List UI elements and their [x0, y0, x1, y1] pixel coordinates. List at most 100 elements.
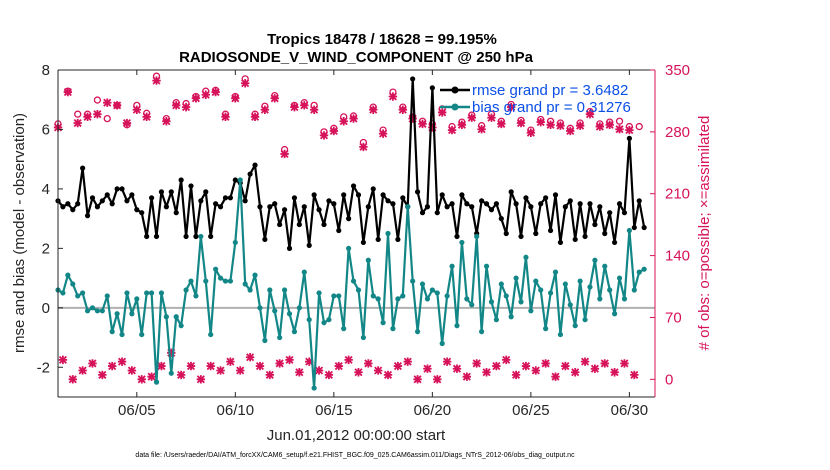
rmse-point [119, 186, 125, 192]
bias-point [267, 287, 273, 293]
y-tick-label-right: 140 [665, 248, 690, 265]
obs-assimilated-point [487, 113, 496, 122]
rmse-point [331, 201, 337, 207]
obs-possible-point [103, 114, 111, 123]
obs-assimilated-point [472, 359, 481, 368]
rmse-point [498, 216, 504, 222]
rmse-point [281, 207, 288, 213]
obs-assimilated-point [575, 121, 585, 130]
rmse-point [380, 192, 386, 198]
obs-assimilated-point [167, 348, 176, 358]
rmse-point [414, 189, 421, 195]
obs-assimilated-point [103, 98, 112, 107]
bias-point [528, 308, 534, 314]
rmse-point [213, 201, 219, 207]
bias-point [89, 305, 96, 311]
rmse-point [306, 242, 312, 248]
rmse-point [454, 233, 460, 240]
obs-assimilated-point [625, 125, 634, 135]
obs-assimilated-point [511, 370, 521, 380]
bias-point [242, 281, 248, 287]
bias-point [232, 239, 238, 246]
rmse-point [84, 213, 91, 219]
bias-point [587, 284, 593, 290]
bias-point [414, 329, 421, 335]
bias-point [134, 296, 140, 302]
legend-bias-label: bias grand pr = 0.31276 [472, 99, 631, 116]
rmse-point [518, 233, 524, 240]
rmse-point [360, 239, 366, 246]
bias-point [493, 317, 499, 323]
bias-point [582, 317, 588, 323]
rmse-point [424, 204, 431, 210]
rmse-point [607, 210, 613, 216]
bias-point [163, 314, 169, 320]
bias-point [114, 311, 120, 317]
obs-assimilated-point [280, 149, 289, 159]
obs-assimilated-point [63, 87, 73, 97]
rmse-point [94, 204, 101, 210]
rmse-point [488, 207, 495, 213]
obs-assimilated-point [477, 125, 486, 134]
obs-assimilated-point [561, 361, 570, 371]
obs-assimilated-point [516, 118, 526, 128]
ticks-layer: 06/05 06/10 06/15 06/20 06/25 06/30 -2 0 2 4 6 8 0 70… [37, 62, 690, 419]
obs-assimilated-point [201, 90, 210, 99]
obs-assimilated-point [452, 364, 462, 373]
rmse-point [188, 183, 194, 189]
obs-assimilated-point [531, 366, 540, 375]
obs-assimilated-point [240, 79, 250, 88]
rmse-point [410, 76, 416, 82]
bias-point [562, 281, 568, 287]
rmse-point [163, 204, 169, 210]
bias-point [208, 331, 214, 338]
rmse-point [99, 198, 105, 204]
bias-point [104, 293, 110, 299]
bias-point [543, 326, 549, 332]
bias-point [109, 329, 115, 335]
obs-assimilated-point [324, 370, 334, 380]
obs-assimilated-point [408, 114, 417, 123]
y-axis-label-right: # of obs: o=possible; ×=assimilated [696, 116, 713, 351]
rmse-point [286, 245, 293, 251]
obs-assimilated-point [186, 361, 196, 371]
rmse-point [227, 195, 234, 201]
rmse-point [301, 204, 307, 210]
rmse-point [267, 204, 273, 210]
legend: rmse grand pr = 3.6482 bias grand pr = 0… [440, 82, 631, 116]
obs-assimilated-point [172, 101, 181, 110]
rmse-point [508, 189, 514, 195]
obs-assimilated-point [122, 118, 132, 128]
rmse-point [139, 210, 145, 216]
obs-assimilated-point [255, 361, 265, 371]
obs-assimilated-point [319, 131, 329, 140]
rmse-point [375, 236, 381, 243]
rmse-point [316, 207, 322, 213]
bias-point [158, 290, 165, 296]
y-tick-label-right: 70 [665, 309, 682, 326]
rmse-point [232, 177, 238, 183]
bias-point [129, 311, 135, 317]
rmse-point [291, 195, 298, 201]
bias-point [331, 293, 337, 299]
rmse-point [109, 201, 115, 207]
bias-point [94, 308, 101, 314]
bias-point [631, 287, 637, 293]
bias-point [419, 281, 426, 287]
rmse-point [444, 204, 450, 210]
obs-assimilated-point [595, 122, 605, 131]
rmse-point [464, 201, 470, 207]
bias-point [552, 269, 559, 275]
obs-assimilated-point [265, 370, 275, 380]
bias-point [444, 293, 450, 299]
rmse-point [203, 189, 209, 195]
chart-title: Tropics 18478 / 18628 = 99.195% [267, 31, 497, 48]
obs-assimilated-point [73, 118, 82, 128]
obs-assimilated-point [546, 120, 555, 129]
obs-assimilated-point [497, 119, 506, 129]
obs-assimilated-point [462, 372, 472, 381]
obs-assimilated-point [482, 368, 491, 377]
obs-assimilated-point [334, 361, 343, 371]
obs-assimilated-point [196, 375, 206, 384]
